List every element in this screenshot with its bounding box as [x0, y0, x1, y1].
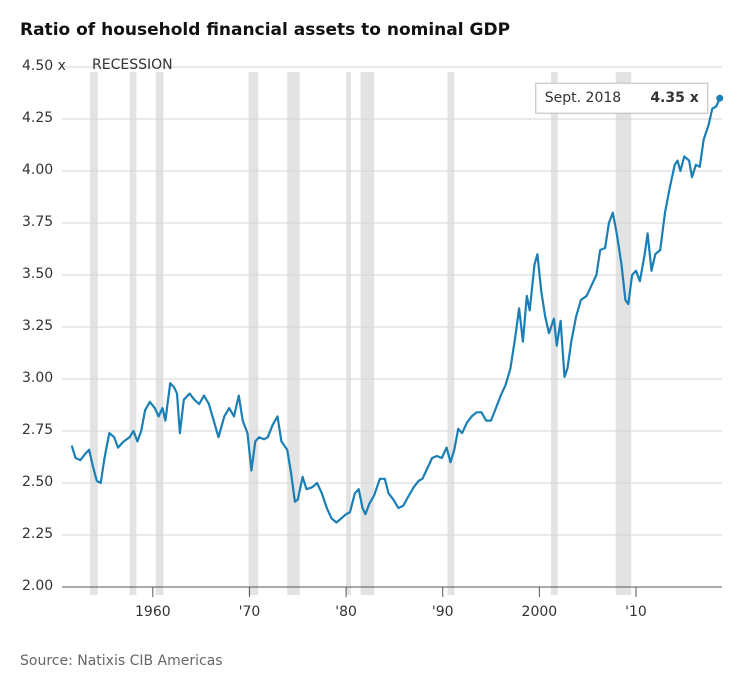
end-point: [716, 94, 724, 102]
recession-band: [360, 72, 375, 595]
recession-band: [346, 72, 351, 595]
y-tick-label: 4.50 x: [22, 58, 66, 74]
annotation-value: 4.35 x: [650, 90, 698, 106]
y-tick-label: 2.00: [22, 578, 53, 594]
chart-title: Ratio of household financial assets to n…: [20, 20, 510, 40]
x-tick-label: '10: [625, 604, 647, 620]
y-tick-label: 4.00: [22, 162, 53, 178]
annotation-box: [535, 82, 709, 114]
y-tick-label: 4.25: [22, 110, 53, 126]
recession-band: [248, 72, 259, 595]
source: Source: Natixis CIB Americas: [20, 653, 223, 669]
recession-band: [615, 72, 632, 595]
y-tick-label: 3.75: [22, 214, 53, 230]
y-tick-label: 2.75: [22, 422, 53, 438]
y-tick-label: 3.25: [22, 318, 53, 334]
recession-band: [155, 72, 164, 595]
y-tick-label: 3.50: [22, 266, 53, 282]
recession-band: [287, 72, 300, 595]
y-tick-label: 2.50: [22, 474, 53, 490]
x-tick-label: 1960: [135, 604, 171, 620]
recession-label: RECESSION: [92, 57, 173, 73]
recession-band: [447, 72, 455, 595]
recession-band: [550, 72, 558, 595]
x-tick-label: '90: [432, 604, 454, 620]
x-tick-label: 2000: [522, 604, 558, 620]
x-tick-label: '70: [239, 604, 261, 620]
annotation-date: Sept. 2018: [545, 90, 621, 106]
y-tick-label: 2.25: [22, 526, 53, 542]
x-tick-label: '80: [335, 604, 357, 620]
recession-band: [90, 72, 98, 595]
recession-band: [129, 72, 137, 595]
y-tick-label: 3.00: [22, 370, 53, 386]
data-line: [70, 97, 721, 524]
